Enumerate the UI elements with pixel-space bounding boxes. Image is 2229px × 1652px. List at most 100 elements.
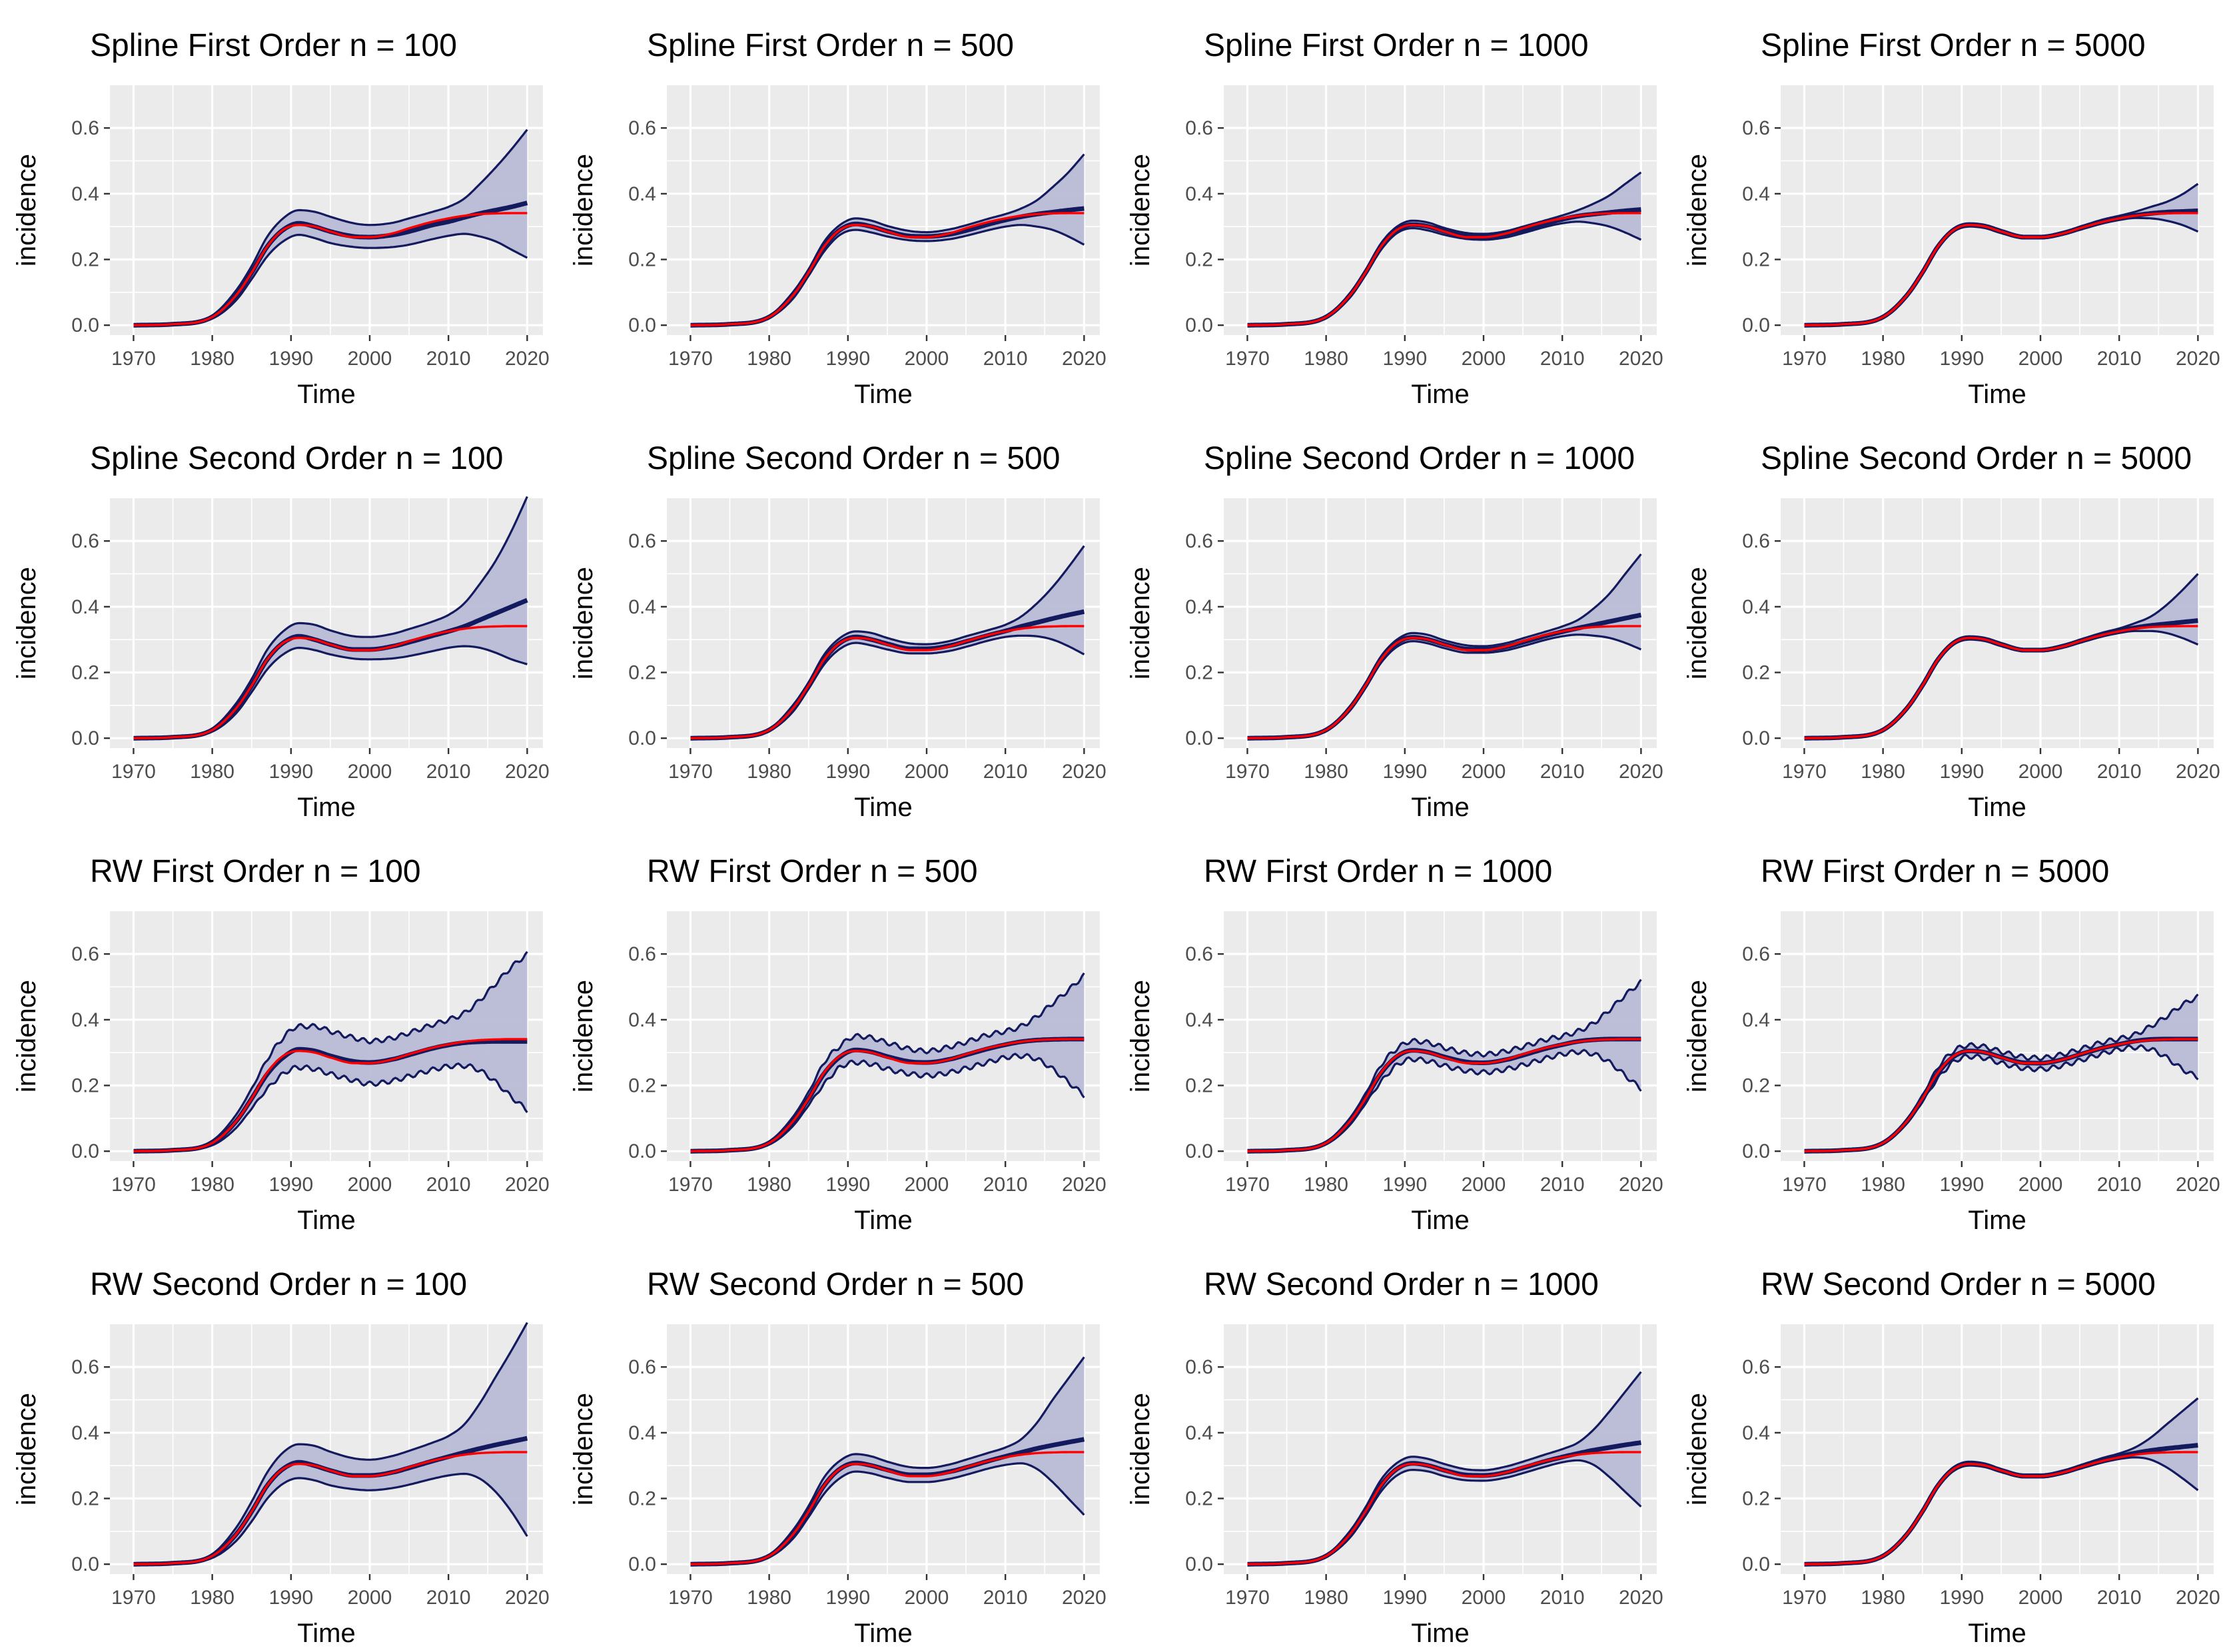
credible-band <box>133 951 528 1152</box>
x-axis-title: Time <box>297 380 355 409</box>
x-tick-label: 2000 <box>1462 761 1506 783</box>
x-tick-label: 2010 <box>1540 1174 1585 1196</box>
x-tick-label: 2020 <box>505 761 550 783</box>
y-tick-label: 0.4 <box>1742 1009 1770 1031</box>
x-tick-label: 2020 <box>1619 348 1663 370</box>
y-tick-label: 0.6 <box>71 530 99 552</box>
y-tick-label: 0.2 <box>71 1075 99 1097</box>
x-tick-label: 1980 <box>1304 348 1348 370</box>
x-tick-label: 2000 <box>2018 1174 2063 1196</box>
y-tick-label: 0.0 <box>628 314 656 336</box>
x-tick-label: 2000 <box>348 1174 392 1196</box>
x-tick-label: 1990 <box>1382 1587 1427 1609</box>
x-tick-label: 1970 <box>1782 761 1827 783</box>
panel-13: RW Second Order n = 100 1970 1980 1990 2000 2… <box>12 1267 550 1648</box>
y-tick-label: 0.4 <box>1742 1422 1770 1444</box>
credible-band <box>133 1322 528 1565</box>
x-tick-label: 2020 <box>2176 761 2220 783</box>
y-axis-title: incidence <box>569 980 598 1092</box>
x-tick-label: 1970 <box>668 761 713 783</box>
y-tick-label: 0.4 <box>628 183 656 205</box>
x-tick-label: 1990 <box>825 348 870 370</box>
y-tick-label: 0.4 <box>628 1009 656 1031</box>
x-tick-label: 1980 <box>190 348 234 370</box>
x-tick-label: 2000 <box>2018 348 2063 370</box>
x-tick-label: 2020 <box>1062 1174 1107 1196</box>
x-axis-title: Time <box>1411 793 1469 822</box>
x-tick-label: 1970 <box>111 761 156 783</box>
x-axis-title: Time <box>1411 1206 1469 1235</box>
y-axis-title: incidence <box>1126 980 1155 1092</box>
panel-title: RW First Order n = 5000 <box>1761 854 2109 889</box>
x-tick-label: 2010 <box>2097 761 2142 783</box>
panel-8: Spline Second Order n = 5000 1970 1980 1990… <box>1683 441 2220 822</box>
x-axis-title: Time <box>854 1619 912 1648</box>
credible-band <box>133 129 528 326</box>
x-tick-label: 2020 <box>1619 1587 1663 1609</box>
x-tick-label: 2010 <box>426 761 471 783</box>
x-tick-label: 1990 <box>1939 1174 1984 1196</box>
x-tick-label: 2010 <box>983 761 1028 783</box>
panel-12: RW First Order n = 5000 1970 1980 1990 2000 2… <box>1683 854 2220 1235</box>
x-tick-label: 2000 <box>905 761 949 783</box>
x-tick-label: 2000 <box>348 1587 392 1609</box>
y-tick-label: 0.0 <box>71 1553 99 1575</box>
x-tick-label: 2020 <box>1619 761 1663 783</box>
panel-title: Spline Second Order n = 500 <box>647 441 1060 476</box>
panel-5: Spline Second Order n = 100 1970 1980 1990 2… <box>12 441 550 822</box>
x-tick-label: 2010 <box>426 1587 471 1609</box>
y-tick-label: 0.6 <box>1185 1356 1213 1378</box>
y-axis-title: incidence <box>1683 567 1712 679</box>
y-tick-label: 0.0 <box>1742 1140 1770 1162</box>
y-tick-label: 0.2 <box>628 662 656 684</box>
x-axis-title: Time <box>854 1206 912 1235</box>
panel-7: Spline Second Order n = 1000 1970 1980 1990… <box>1126 441 1663 822</box>
x-axis-title: Time <box>1968 380 2026 409</box>
panel-15: RW Second Order n = 1000 1970 1980 1990 2000… <box>1126 1267 1663 1648</box>
y-tick-label: 0.6 <box>1742 117 1770 139</box>
truth-line <box>690 625 1085 739</box>
y-tick-label: 0.6 <box>1742 1356 1770 1378</box>
truth-line <box>690 212 1085 326</box>
y-tick-label: 0.4 <box>71 1422 99 1444</box>
y-tick-label: 0.4 <box>628 596 656 618</box>
x-tick-label: 2020 <box>2176 348 2220 370</box>
y-tick-label: 0.6 <box>1185 530 1213 552</box>
credible-band <box>690 973 1085 1152</box>
y-tick-label: 0.2 <box>1185 249 1213 271</box>
y-tick-label: 0.4 <box>1185 1422 1213 1444</box>
x-tick-label: 2020 <box>1062 761 1107 783</box>
y-tick-label: 0.4 <box>71 596 99 618</box>
y-axis-title: incidence <box>12 980 41 1092</box>
truth-line <box>1247 1451 1641 1565</box>
x-tick-label: 1970 <box>1225 1174 1270 1196</box>
truth-line <box>1804 625 2198 739</box>
x-tick-label: 1980 <box>190 761 234 783</box>
panel-title: Spline Second Order n = 1000 <box>1204 441 1635 476</box>
y-tick-label: 0.0 <box>1185 314 1213 336</box>
x-tick-label: 1980 <box>747 348 791 370</box>
x-axis-title: Time <box>297 793 355 822</box>
y-tick-label: 0.2 <box>1185 662 1213 684</box>
x-tick-label: 2000 <box>2018 1587 2063 1609</box>
x-tick-label: 1980 <box>1861 1587 1905 1609</box>
y-tick-label: 0.6 <box>1742 530 1770 552</box>
panel-title: Spline First Order n = 100 <box>90 28 457 63</box>
x-tick-label: 1990 <box>1939 348 1984 370</box>
x-axis-title: Time <box>1968 1619 2026 1648</box>
panel-11: RW First Order n = 1000 1970 1980 1990 2000 2… <box>1126 854 1663 1235</box>
x-axis-title: Time <box>1968 793 2026 822</box>
panel-9: RW First Order n = 100 1970 1980 1990 2000 20… <box>12 854 550 1235</box>
y-axis-title: incidence <box>1683 1393 1712 1505</box>
panel-1: Spline First Order n = 100 1970 1980 1990 20… <box>12 28 550 409</box>
x-tick-label: 2000 <box>348 761 392 783</box>
y-tick-label: 0.6 <box>628 943 656 965</box>
y-axis-title: incidence <box>1126 1393 1155 1505</box>
y-axis-title: incidence <box>1126 567 1155 679</box>
panel-title: RW Second Order n = 500 <box>647 1267 1024 1302</box>
y-tick-label: 0.4 <box>1185 1009 1213 1031</box>
x-tick-label: 1980 <box>747 1174 791 1196</box>
x-tick-label: 2000 <box>905 1174 949 1196</box>
x-tick-label: 1990 <box>825 1587 870 1609</box>
